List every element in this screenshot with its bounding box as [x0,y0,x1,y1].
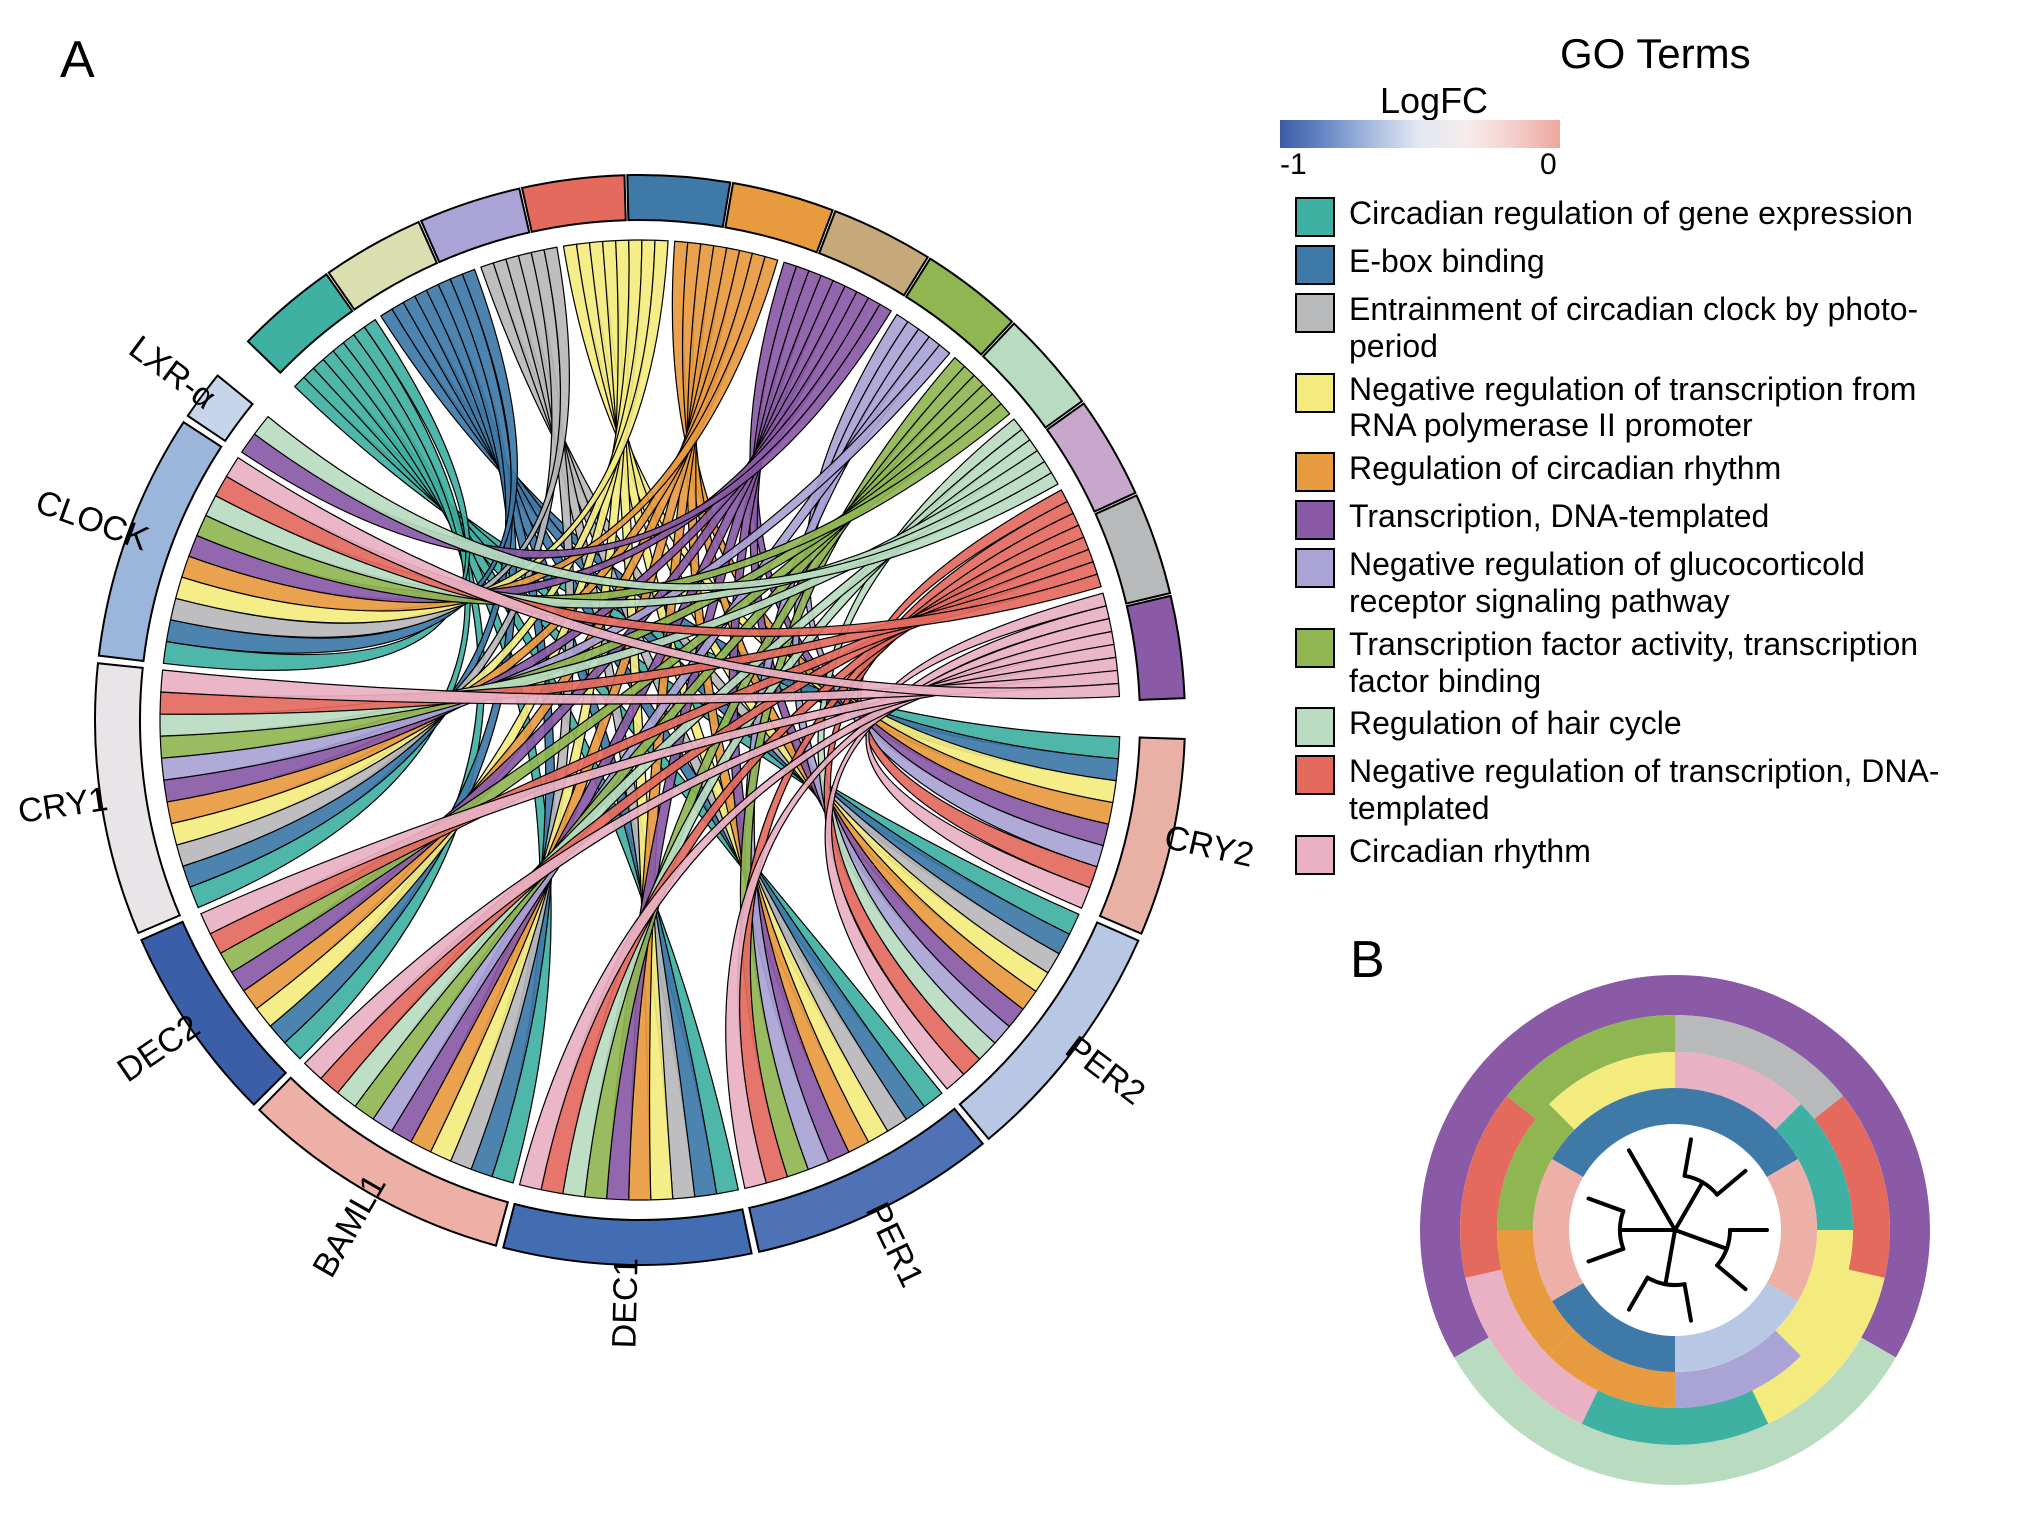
legend-item: Circadian rhythm [1295,833,1985,875]
swatch-icon [1295,373,1335,413]
legend-item: Negative regulation of glucocorticold re… [1295,546,1985,620]
legend-item: Transcription factor activity, transcrip… [1295,626,1985,700]
legend-item: Negative regulation of transcription, DN… [1295,753,1985,827]
go-legend: Circadian regulation of gene expression E… [1295,195,1985,881]
legend-item: Entrainment of circadian clock by photo-… [1295,291,1985,365]
swatch-icon [1295,245,1335,285]
swatch-icon [1295,197,1335,237]
gene-label: DEC1 [606,1257,647,1349]
swatch-icon [1295,500,1335,540]
swatch-icon [1295,707,1335,747]
legend-text: Transcription, DNA-templated [1349,498,1769,535]
legend-item: E-box binding [1295,243,1985,285]
swatch-icon [1295,755,1335,795]
legend-item: Transcription, DNA-templated [1295,498,1985,540]
legend-text: Entrainment of circadian clock by photo-… [1349,291,1985,365]
legend-item: Negative regulation of transcription fro… [1295,371,1985,445]
legend-text: Circadian regulation of gene expression [1349,195,1913,232]
legend-text: E-box binding [1349,243,1545,280]
legend-text: Negative regulation of transcription fro… [1349,371,1985,445]
legend-text: Circadian rhythm [1349,833,1591,870]
figure-canvas: A B GO Terms LogFC -1 0 Circadian regula… [0,0,2032,1523]
legend-text: Negative regulation of glucocorticold re… [1349,546,1985,620]
swatch-icon [1295,548,1335,588]
swatch-icon [1295,452,1335,492]
swatch-icon [1295,835,1335,875]
sunburst [1420,975,1930,1485]
legend-item: Circadian regulation of gene expression [1295,195,1985,237]
legend-text: Regulation of circadian rhythm [1349,450,1781,487]
swatch-icon [1295,628,1335,668]
legend-item: Regulation of hair cycle [1295,705,1985,747]
legend-text: Transcription factor activity, transcrip… [1349,626,1985,700]
legend-item: Regulation of circadian rhythm [1295,450,1985,492]
legend-text: Negative regulation of transcription, DN… [1349,753,1985,827]
swatch-icon [1295,293,1335,333]
legend-text: Regulation of hair cycle [1349,705,1682,742]
